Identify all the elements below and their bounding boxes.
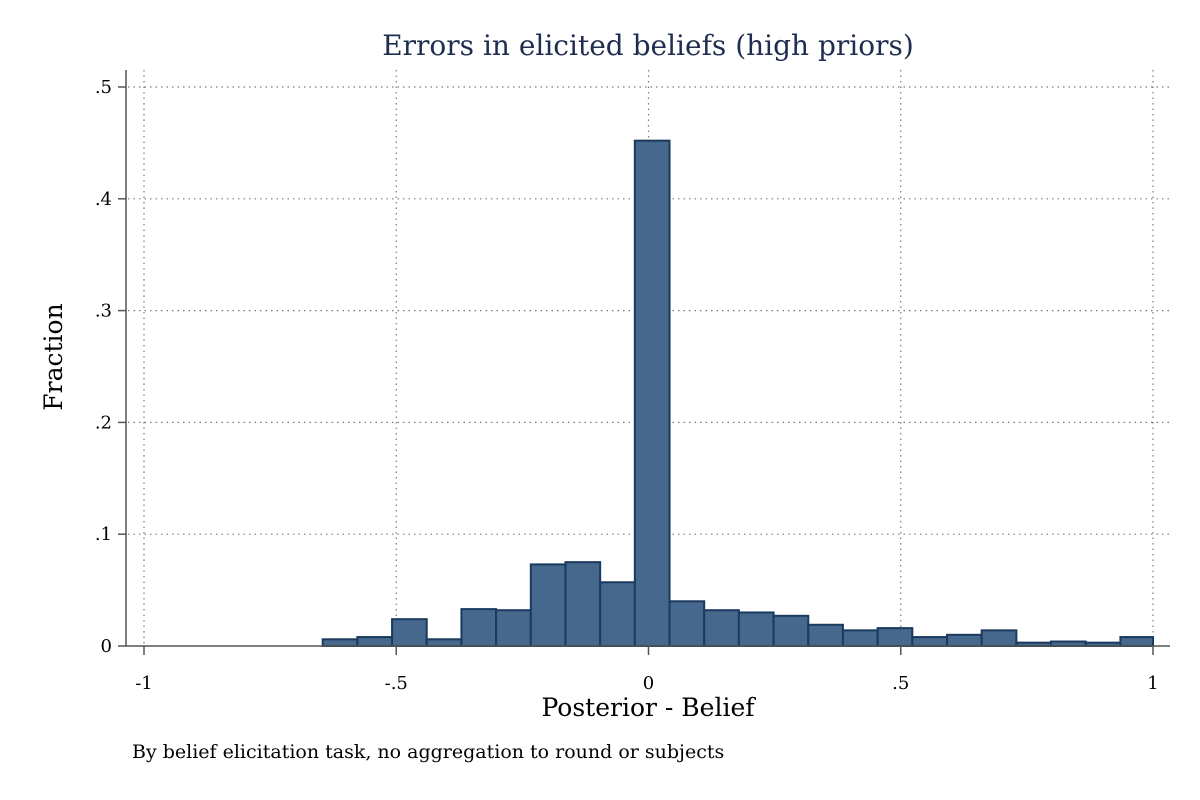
chart-note: By belief elicitation task, no aggregati…	[132, 741, 725, 763]
y-tick-label: .5	[95, 77, 112, 98]
y-tick-label: .4	[95, 189, 112, 210]
histogram-bar	[460, 608, 498, 648]
histogram-bar	[1119, 636, 1154, 648]
histogram-bar	[356, 636, 394, 648]
histogram-bar	[495, 609, 532, 647]
y-axis-title: Fraction	[39, 303, 68, 410]
histogram-bar	[911, 636, 949, 648]
histogram-bar	[564, 561, 602, 648]
x-tick-label: -1	[135, 673, 153, 694]
chart-title: Errors in elicited beliefs (high priors)	[382, 29, 914, 62]
y-tick-label: 0	[101, 636, 112, 657]
x-tick-label: 0	[643, 673, 654, 694]
y-axis-ticks: 0 .1 .2 .3 .4 .5	[95, 77, 126, 657]
histogram-bar	[841, 629, 879, 648]
x-tick-label: -.5	[385, 673, 408, 694]
histogram-bar	[946, 633, 983, 648]
histogram-bar	[668, 600, 706, 648]
histogram-bar	[633, 139, 671, 647]
histogram-bar	[876, 627, 914, 647]
x-axis-ticks: -1 -.5 0 .5 1	[135, 646, 1159, 694]
histogram-bar	[529, 563, 567, 647]
histogram-bar	[772, 614, 810, 648]
histogram-bar	[703, 609, 740, 647]
histogram-bar	[425, 638, 463, 647]
histogram-bar	[391, 618, 428, 648]
y-tick-label: .1	[95, 524, 112, 545]
x-tick-label: 1	[1147, 673, 1158, 694]
x-axis-title: Posterior - Belief	[541, 693, 756, 722]
histogram-bar	[737, 611, 775, 648]
histogram-bar	[807, 623, 844, 647]
histogram-bar	[321, 638, 359, 647]
bars	[321, 139, 1154, 648]
histogram-bar	[980, 629, 1018, 648]
y-tick-label: .2	[95, 412, 112, 433]
histogram-bar	[599, 581, 636, 647]
x-tick-label: .5	[892, 673, 909, 694]
y-tick-label: .3	[95, 301, 112, 322]
